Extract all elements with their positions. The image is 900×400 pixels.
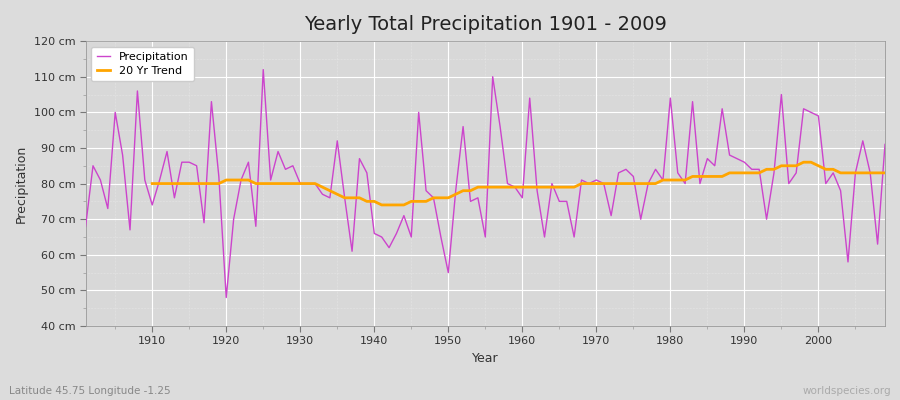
Y-axis label: Precipitation: Precipitation	[15, 144, 28, 223]
20 Yr Trend	[376, 202, 387, 207]
Precipitation	[220, 295, 231, 300]
Title: Yearly Total Precipitation 1901 - 2009: Yearly Total Precipitation 1901 - 2009	[304, 15, 667, 34]
X-axis label: Year: Year	[472, 352, 499, 365]
Precipitation	[140, 178, 150, 182]
Precipitation	[362, 170, 373, 175]
Precipitation	[525, 96, 535, 100]
Precipitation	[80, 224, 91, 229]
20 Yr Trend	[798, 160, 809, 165]
20 Yr Trend	[858, 170, 868, 175]
Text: worldspecies.org: worldspecies.org	[803, 386, 891, 396]
Text: Latitude 45.75 Longitude -1.25: Latitude 45.75 Longitude -1.25	[9, 386, 171, 396]
20 Yr Trend	[879, 170, 890, 175]
20 Yr Trend	[317, 185, 328, 190]
Precipitation	[879, 142, 890, 147]
20 Yr Trend	[287, 181, 298, 186]
Legend: Precipitation, 20 Yr Trend: Precipitation, 20 Yr Trend	[91, 47, 194, 81]
Precipitation	[620, 167, 631, 172]
Line: 20 Yr Trend: 20 Yr Trend	[152, 162, 885, 205]
Precipitation	[532, 188, 543, 193]
20 Yr Trend	[147, 181, 158, 186]
20 Yr Trend	[591, 181, 602, 186]
Precipitation	[257, 67, 268, 72]
20 Yr Trend	[835, 170, 846, 175]
20 Yr Trend	[532, 185, 543, 190]
Line: Precipitation: Precipitation	[86, 70, 885, 298]
Precipitation	[317, 192, 328, 197]
